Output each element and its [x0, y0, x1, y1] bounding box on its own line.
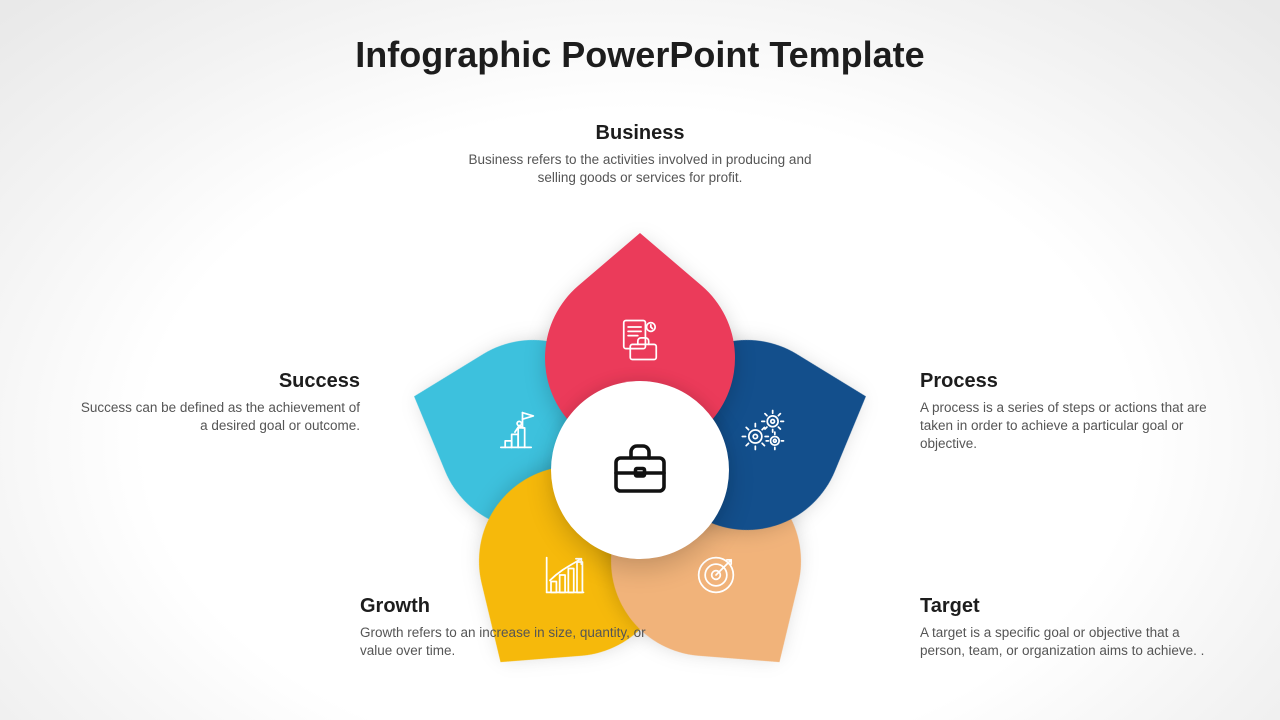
label-heading-business: Business [450, 122, 830, 145]
flower-diagram: Business Business refers to the activitie… [0, 0, 1280, 720]
label-target: Target A target is a specific goal or obj… [920, 595, 1220, 660]
label-desc-process: A process is a series of steps or action… [920, 399, 1220, 454]
center-hub [551, 381, 729, 559]
label-business: Business Business refers to the activitie… [450, 122, 830, 187]
label-heading-target: Target [920, 595, 1220, 618]
label-process: Process A process is a series of steps or… [920, 370, 1220, 454]
label-desc-growth: Growth refers to an increase in size, qu… [360, 624, 660, 660]
label-success: Success Success can be defined as the ach… [70, 370, 360, 435]
label-heading-growth: Growth [360, 595, 660, 618]
label-desc-success: Success can be defined as the achievemen… [70, 399, 360, 435]
label-heading-success: Success [70, 370, 360, 393]
label-growth: Growth Growth refers to an increase in si… [360, 595, 660, 660]
label-desc-target: A target is a specific goal or objective… [920, 624, 1220, 660]
label-desc-business: Business refers to the activities involv… [450, 151, 830, 187]
label-heading-process: Process [920, 370, 1220, 393]
